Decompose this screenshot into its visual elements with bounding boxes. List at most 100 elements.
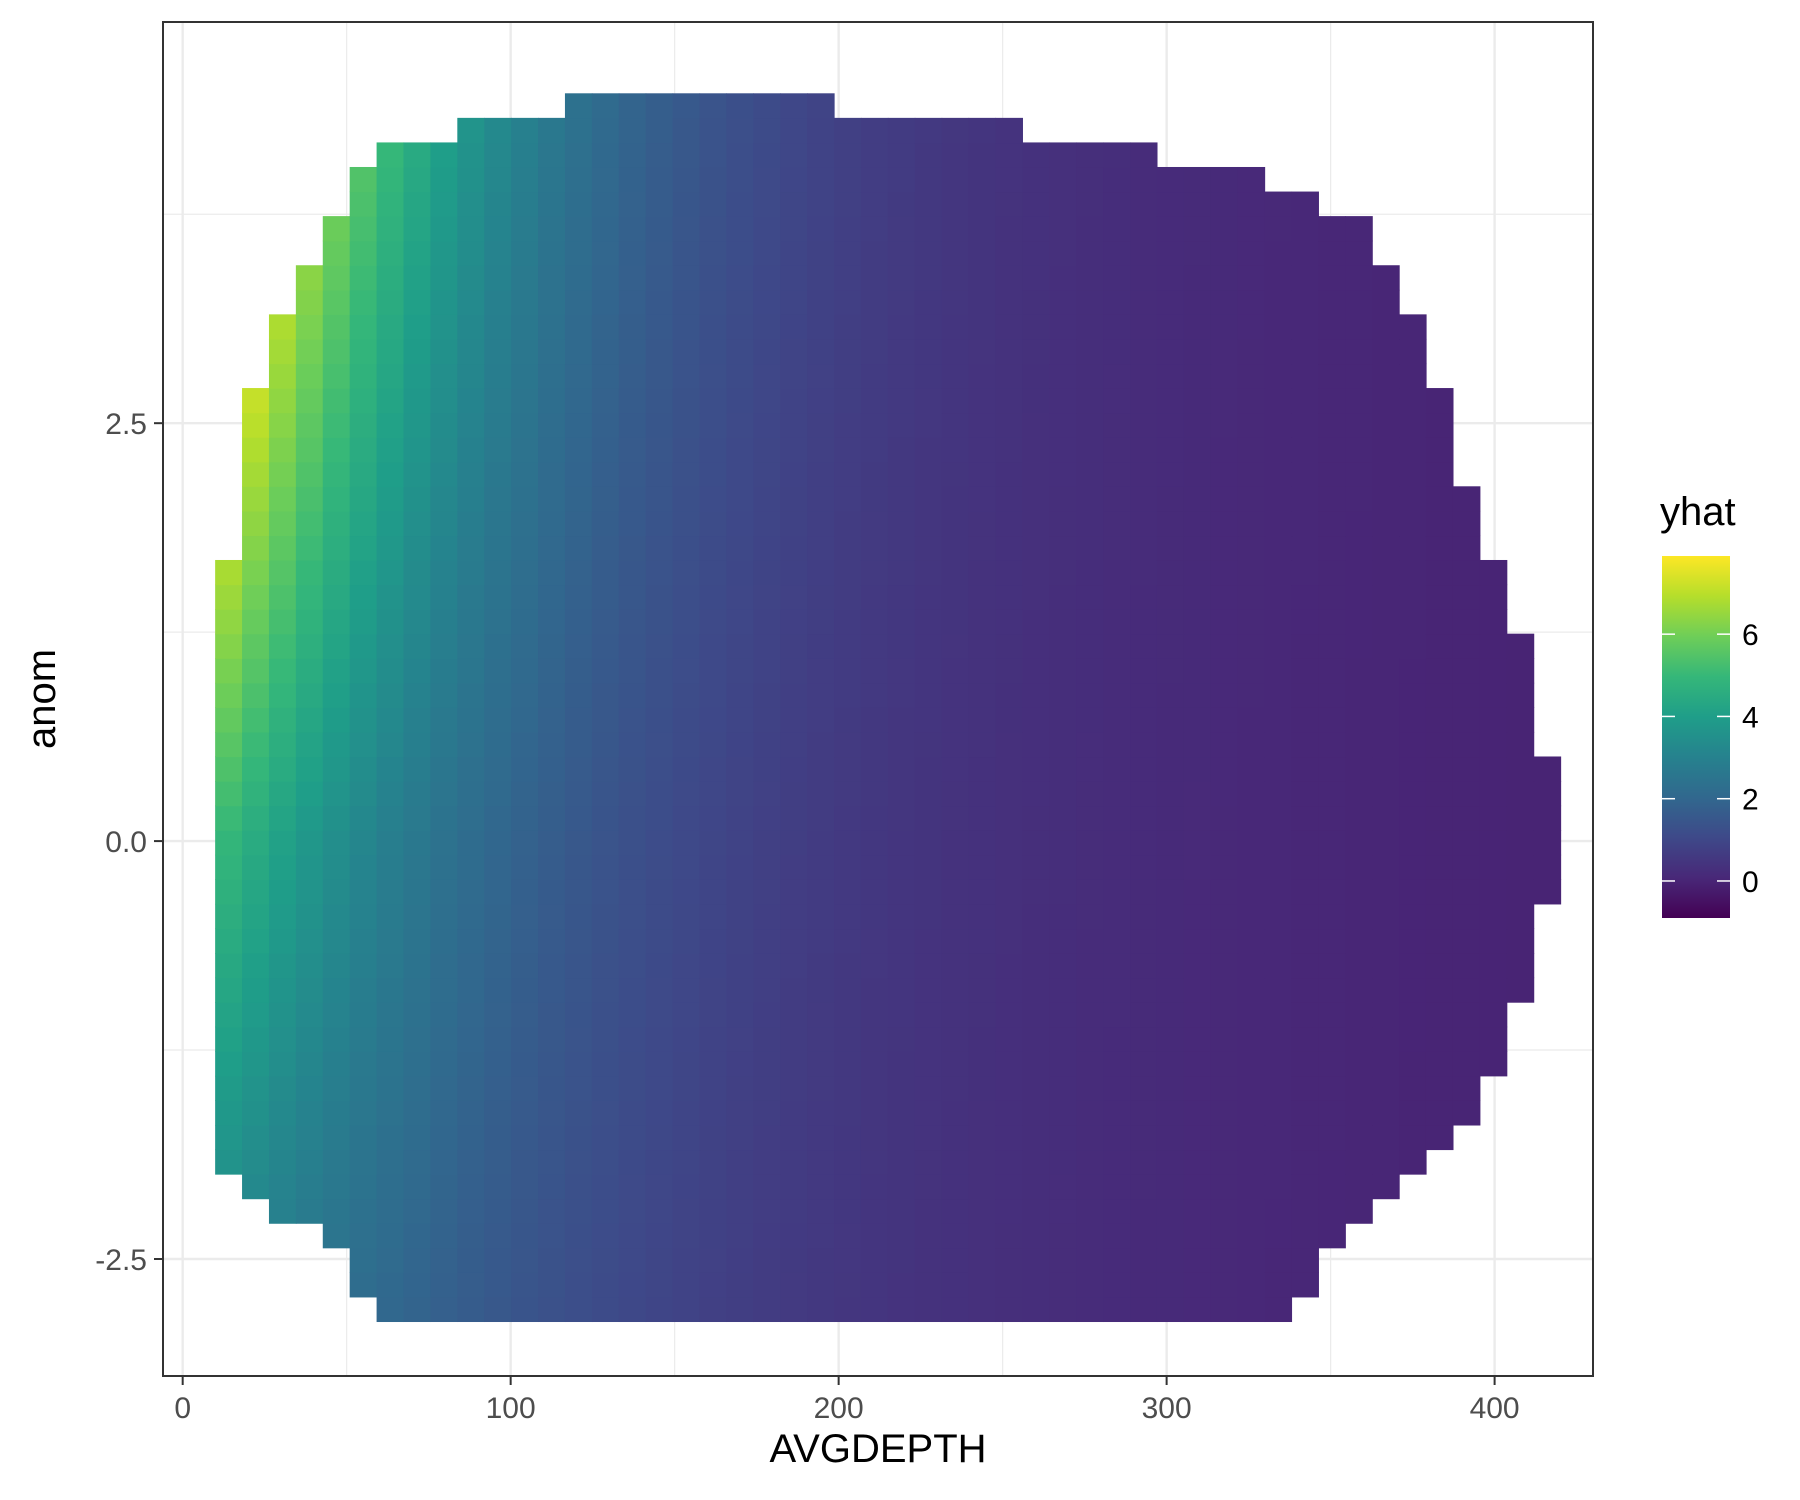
heatmap-tile (1184, 781, 1212, 806)
heatmap-tile (296, 462, 324, 487)
heatmap-tile (511, 609, 539, 634)
heatmap-tile (296, 1027, 324, 1052)
heatmap-tile (888, 290, 916, 315)
heatmap-tile (619, 707, 647, 732)
heatmap-tile (1022, 1149, 1050, 1174)
heatmap-tile (323, 265, 351, 290)
heatmap-tile (565, 437, 593, 462)
heatmap-tile (1318, 265, 1346, 290)
heatmap-tile (565, 707, 593, 732)
heatmap-tile (377, 290, 405, 315)
heatmap-tile (780, 756, 808, 781)
heatmap-tile (807, 855, 835, 880)
heatmap-tile (1076, 904, 1104, 929)
heatmap-tile (834, 1027, 862, 1052)
heatmap-tile (1022, 1223, 1050, 1248)
heatmap-tile (1211, 1100, 1239, 1125)
heatmap-tile (699, 1002, 727, 1027)
heatmap-tile (619, 683, 647, 708)
heatmap-tile (403, 192, 431, 217)
heatmap-tile (1049, 707, 1077, 732)
heatmap-tile (1453, 1002, 1481, 1027)
heatmap-tile (995, 1027, 1023, 1052)
heatmap-tile (1211, 192, 1239, 217)
heatmap-tile (242, 756, 270, 781)
heatmap-tile (942, 486, 970, 511)
heatmap-tile (942, 781, 970, 806)
heatmap-tile (673, 830, 701, 855)
heatmap-tile (619, 781, 647, 806)
heatmap-tile (1238, 683, 1266, 708)
heatmap-tile (1184, 1076, 1212, 1101)
heatmap-tile (1426, 830, 1454, 855)
heatmap-tile (323, 216, 351, 241)
heatmap-tile (1022, 1297, 1050, 1322)
heatmap-tile (942, 1174, 970, 1199)
heatmap-tile (296, 560, 324, 585)
heatmap-tile (753, 1199, 781, 1224)
heatmap-tile (1318, 658, 1346, 683)
heatmap-tile (1372, 658, 1400, 683)
heatmap-tile (1265, 1272, 1293, 1297)
heatmap-tile (377, 585, 405, 610)
heatmap-tile (1184, 855, 1212, 880)
heatmap-tile (430, 1223, 458, 1248)
heatmap-tile (242, 413, 270, 438)
heatmap-tile (430, 560, 458, 585)
heatmap-tile (807, 1272, 835, 1297)
heatmap-tile (1049, 437, 1077, 462)
heatmap-tile (753, 314, 781, 339)
heatmap-tile (1211, 1272, 1239, 1297)
heatmap-tile (861, 486, 889, 511)
heatmap-tile (995, 1002, 1023, 1027)
heatmap-tile (1372, 1174, 1400, 1199)
heatmap-tile (457, 830, 485, 855)
heatmap-tile (969, 265, 997, 290)
heatmap-tile (1480, 634, 1508, 659)
heatmap-tile (1076, 707, 1104, 732)
heatmap-tile (350, 781, 378, 806)
heatmap-tile (861, 830, 889, 855)
heatmap-tile (969, 1223, 997, 1248)
heatmap-tile (323, 658, 351, 683)
heatmap-tile (673, 756, 701, 781)
heatmap-tile (646, 879, 674, 904)
heatmap-tile (1291, 413, 1319, 438)
heatmap-tile (1157, 806, 1185, 831)
heatmap-tile (807, 732, 835, 757)
heatmap-tile (646, 241, 674, 266)
heatmap-tile (969, 167, 997, 192)
heatmap-tile (969, 142, 997, 167)
heatmap-tile (430, 192, 458, 217)
heatmap-tile (1211, 167, 1239, 192)
heatmap-tile (565, 879, 593, 904)
heatmap-tile (350, 462, 378, 487)
heatmap-tile (592, 535, 620, 560)
heatmap-tile (457, 314, 485, 339)
y-tick-label: 2.5 (105, 408, 147, 441)
heatmap-tile (403, 363, 431, 388)
colorbar-tick-label: 4 (1742, 701, 1759, 734)
heatmap-tile (969, 879, 997, 904)
heatmap-tile (242, 1051, 270, 1076)
heatmap-tile (592, 462, 620, 487)
heatmap-tile (269, 879, 297, 904)
heatmap-tile (457, 1149, 485, 1174)
heatmap-tile (1453, 879, 1481, 904)
heatmap-tile (834, 290, 862, 315)
heatmap-tile (834, 1100, 862, 1125)
colorbar-tick-label: 6 (1742, 619, 1759, 652)
heatmap-tile (430, 167, 458, 192)
heatmap-tile (1022, 560, 1050, 585)
heatmap-tile (1049, 756, 1077, 781)
heatmap-tile (969, 1297, 997, 1322)
heatmap-tile (1076, 1272, 1104, 1297)
heatmap-tile (377, 1199, 405, 1224)
heatmap-tile (619, 486, 647, 511)
heatmap-tile (699, 1272, 727, 1297)
heatmap-tile (538, 1174, 566, 1199)
heatmap-tile (1211, 1002, 1239, 1027)
heatmap-tile (1103, 413, 1131, 438)
heatmap-tile (565, 904, 593, 929)
heatmap-tile (1103, 462, 1131, 487)
